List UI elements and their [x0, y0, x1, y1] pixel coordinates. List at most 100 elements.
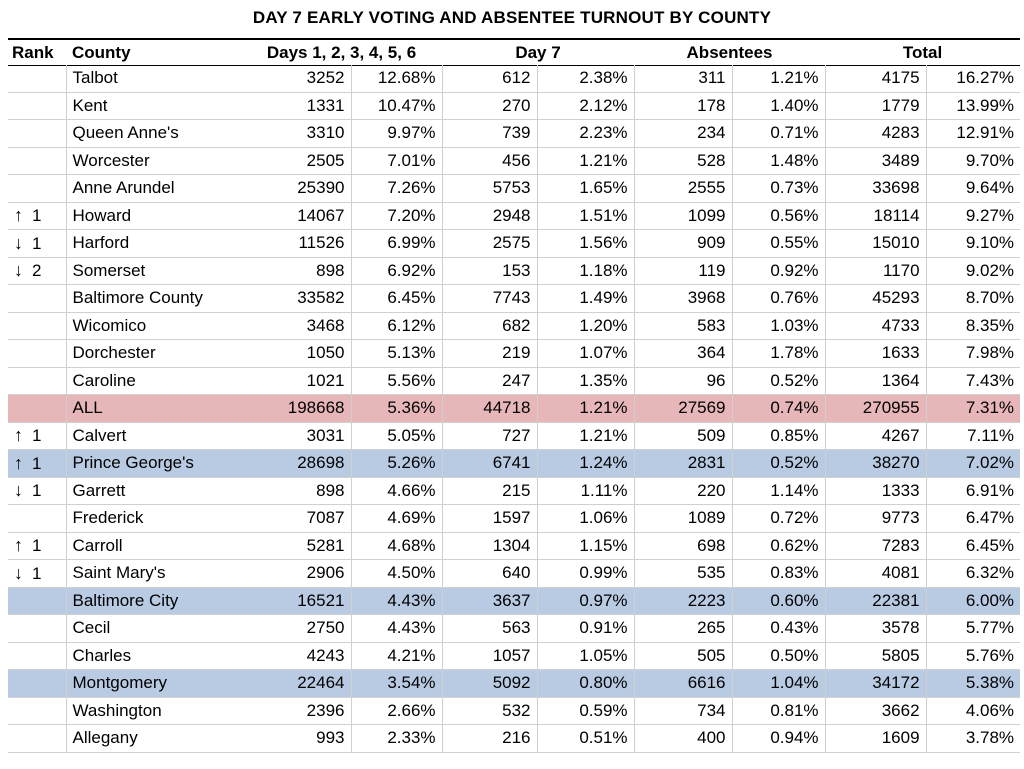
- day7-pct: 1.21%: [536, 147, 635, 175]
- table-row: Worcester 2505 7.01% 456 1.21% 528 1.48% 3489 9.…: [8, 147, 1021, 175]
- total-count: 7283: [824, 532, 927, 560]
- day7-count: 456: [441, 147, 538, 175]
- rank-cell: [8, 697, 66, 725]
- days-pct: 4.50%: [350, 559, 443, 588]
- absentees-pct: 1.40%: [731, 92, 826, 120]
- header-row: Rank County Days 1, 2, 3, 4, 5, 6 Day 7 …: [8, 40, 1020, 65]
- rank-cell: [8, 119, 66, 148]
- total-count: 3578: [824, 614, 927, 643]
- absentees-pct: 0.92%: [731, 257, 826, 285]
- total-pct: 5.76%: [925, 642, 1021, 670]
- county-name: Charles: [65, 642, 241, 670]
- rank-cell: [8, 669, 66, 698]
- absentees-count: 265: [633, 614, 733, 643]
- county-name: Baltimore City: [65, 587, 241, 615]
- table-row: Baltimore City 16521 4.43% 3637 0.97% 2223 0.6…: [8, 587, 1021, 615]
- rank-cell: [8, 587, 66, 615]
- county-name: Baltimore County: [65, 284, 241, 313]
- day7-count: 532: [441, 697, 538, 725]
- days-pct: 4.69%: [350, 504, 443, 533]
- down-arrow-icon: ↓: [14, 232, 23, 253]
- days-pct: 7.20%: [350, 202, 443, 230]
- days-count: 3252: [241, 65, 351, 93]
- day7-count: 5753: [441, 174, 538, 203]
- down-arrow-icon: ↓: [14, 260, 23, 281]
- days-count: 7087: [241, 504, 351, 533]
- absentees-pct: 1.04%: [731, 669, 826, 698]
- day7-pct: 1.15%: [536, 532, 635, 560]
- rank-cell: [8, 92, 66, 120]
- rank-cell: [8, 312, 66, 340]
- absentees-count: 311: [633, 65, 733, 93]
- total-pct: 5.38%: [925, 669, 1021, 698]
- total-count: 1170: [824, 257, 927, 285]
- absentees-pct: 0.83%: [731, 559, 826, 588]
- rank-cell: [8, 284, 66, 313]
- day7-count: 1304: [441, 532, 538, 560]
- rank-cell: [8, 65, 66, 93]
- county-name: Allegany: [65, 724, 241, 753]
- county-name: ALL: [65, 394, 241, 423]
- rank-cell: [8, 614, 66, 643]
- up-arrow-icon: ↑: [14, 535, 23, 556]
- total-pct: 9.02%: [925, 257, 1021, 285]
- rank-change: 1: [32, 563, 42, 583]
- days-count: 14067: [241, 202, 351, 230]
- absentees-count: 2223: [633, 587, 733, 615]
- rank-cell: ↓ 1: [8, 559, 66, 588]
- table-row: Frederick 7087 4.69% 1597 1.06% 1089 0.72% 9773…: [8, 504, 1021, 533]
- day7-count: 247: [441, 367, 538, 395]
- rank-cell: [8, 642, 66, 670]
- days-pct: 5.26%: [350, 449, 443, 478]
- table-row: Dorchester 1050 5.13% 219 1.07% 364 1.78% 1633 7…: [8, 339, 1021, 368]
- total-pct: 7.98%: [925, 339, 1021, 368]
- county-name: Caroline: [65, 367, 241, 395]
- day7-count: 739: [441, 119, 538, 148]
- day7-pct: 1.20%: [536, 312, 635, 340]
- absentees-count: 505: [633, 642, 733, 670]
- days-count: 3310: [241, 119, 351, 148]
- days-pct: 4.66%: [350, 477, 443, 505]
- days-pct: 2.33%: [350, 724, 443, 753]
- rank-cell: [8, 339, 66, 368]
- rank-cell: ↑ 1: [8, 449, 66, 478]
- col-header-absentees: Absentees: [686, 42, 773, 62]
- day7-pct: 1.21%: [536, 422, 635, 450]
- rank-cell: [8, 394, 66, 423]
- day7-count: 219: [441, 339, 538, 368]
- rank-cell: ↑ 1: [8, 422, 66, 450]
- absentees-pct: 0.62%: [731, 532, 826, 560]
- county-name: Wicomico: [65, 312, 241, 340]
- rank-change: 1: [32, 206, 42, 226]
- rank-change: 1: [32, 426, 42, 446]
- total-count: 4175: [824, 65, 927, 93]
- total-count: 1633: [824, 339, 927, 368]
- days-pct: 6.99%: [350, 229, 443, 258]
- absentees-pct: 0.72%: [731, 504, 826, 533]
- total-count: 15010: [824, 229, 927, 258]
- total-pct: 9.10%: [925, 229, 1021, 258]
- days-pct: 12.68%: [350, 65, 443, 93]
- total-pct: 6.45%: [925, 532, 1021, 560]
- day7-count: 563: [441, 614, 538, 643]
- day7-count: 216: [441, 724, 538, 753]
- total-pct: 8.70%: [925, 284, 1021, 313]
- county-name: Kent: [65, 92, 241, 120]
- rank-cell: [8, 147, 66, 175]
- county-name: Queen Anne's: [65, 119, 241, 148]
- col-header-county: County: [72, 42, 131, 62]
- county-name: Carroll: [65, 532, 241, 560]
- days-count: 198668: [241, 394, 351, 423]
- county-name: Prince George's: [65, 449, 241, 478]
- total-pct: 4.06%: [925, 697, 1021, 725]
- total-count: 3489: [824, 147, 927, 175]
- total-count: 4267: [824, 422, 927, 450]
- total-pct: 7.31%: [925, 394, 1021, 423]
- absentees-pct: 0.76%: [731, 284, 826, 313]
- table-row: Talbot 3252 12.68% 612 2.38% 311 1.21% 4175 16.2…: [8, 65, 1021, 93]
- day7-count: 727: [441, 422, 538, 450]
- table-row: Charles 4243 4.21% 1057 1.05% 505 0.50% 5805 5.7…: [8, 642, 1021, 670]
- day7-count: 215: [441, 477, 538, 505]
- days-pct: 10.47%: [350, 92, 443, 120]
- table-row: Allegany 993 2.33% 216 0.51% 400 0.94% 1609 3.78…: [8, 724, 1021, 753]
